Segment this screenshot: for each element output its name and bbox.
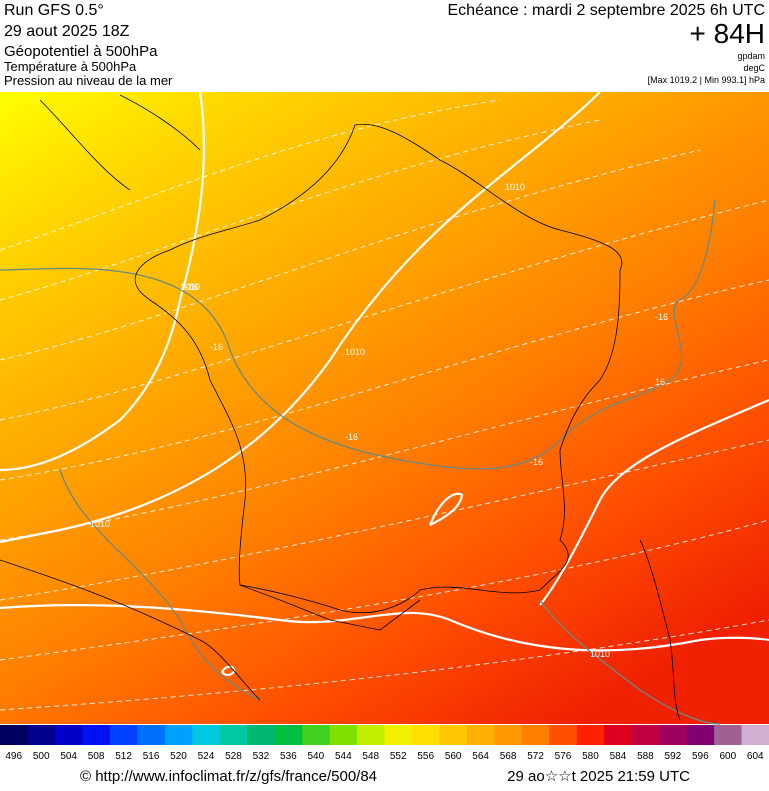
contour-label: -16 <box>210 342 223 352</box>
colorbar-cell <box>109 725 138 745</box>
colorbar-cell <box>576 725 605 745</box>
colorbar-label: 588 <box>637 751 654 762</box>
colorbar-label: 544 <box>335 751 352 762</box>
colorbar-cell <box>604 725 633 745</box>
colorbar-label: 576 <box>555 751 572 762</box>
unit: gpdam <box>737 51 765 61</box>
colorbar-cell <box>439 725 468 745</box>
colorbar-cell <box>659 725 688 745</box>
colorbar-label: 524 <box>198 751 215 762</box>
colorbar-cell <box>247 725 276 745</box>
colorbar-label: 604 <box>747 751 764 762</box>
colorbar-label: 540 <box>307 751 324 762</box>
colorbar-cell <box>192 725 221 745</box>
colorbar-label: 532 <box>253 751 270 762</box>
colorbar-label: 504 <box>60 751 77 762</box>
header-line: Run GFS 0.5° <box>4 2 104 19</box>
unit: degC <box>743 63 765 73</box>
isotherm-lines <box>0 199 721 725</box>
colorbar-label: 564 <box>472 751 489 762</box>
footer-date: 29 ao☆☆t 2025 21:59 UTC <box>507 768 690 785</box>
pressure-contours <box>0 91 769 677</box>
colorbar-label: 528 <box>225 751 242 762</box>
contour-label: -16 <box>345 432 358 442</box>
unit: [Max 1019.2 | Min 993.1] hPa <box>648 75 765 85</box>
colorbar-label: 508 <box>88 751 105 762</box>
colorbar-label: 520 <box>170 751 187 762</box>
colorbar-cell <box>741 725 769 745</box>
contour-label: 1010 <box>505 182 525 192</box>
colorbar-label: 596 <box>692 751 709 762</box>
colorbar-label: 516 <box>143 751 160 762</box>
map-background <box>0 92 769 724</box>
contour-label: 1010 <box>345 347 365 357</box>
colorbar-label: 512 <box>115 751 132 762</box>
colorbar-cell <box>27 725 56 745</box>
header-left: Run GFS 0.5° 29 aout 2025 18Z Géopotentiel… <box>4 2 173 88</box>
colorbar-cell <box>494 725 523 745</box>
colorbar-cell <box>466 725 495 745</box>
header-line: Température à 500hPa <box>4 59 137 74</box>
contour-label: 1010 <box>90 519 110 529</box>
colorbar-cell <box>0 725 28 745</box>
colorbar-cell <box>329 725 358 745</box>
colorbar: 496 500 504 508 512 516 520 524 528 532 536 540 544 5… <box>0 725 769 762</box>
colorbar-cell <box>302 725 331 745</box>
contour-label: 1010 <box>590 649 610 659</box>
colorbar-cell <box>164 725 193 745</box>
footer-url: © http://www.infoclimat.fr/z/gfs/france/… <box>80 768 377 785</box>
colorbar-cell <box>521 725 550 745</box>
colorbar-label: 584 <box>610 751 627 762</box>
header-line: 29 aout 2025 18Z <box>4 23 130 40</box>
contour-label: 16 <box>655 377 665 387</box>
borders <box>0 94 681 721</box>
lead-time: + 84H <box>690 18 766 49</box>
colorbar-label: 556 <box>417 751 434 762</box>
colorbar-cell <box>82 725 111 745</box>
colorbar-cell <box>631 725 660 745</box>
colorbar-cell <box>137 725 166 745</box>
forecast-title: Echéance : mardi 2 septembre 2025 6h UTC <box>448 2 766 19</box>
colorbar-label: 568 <box>500 751 517 762</box>
colorbar-label: 592 <box>665 751 682 762</box>
contour-label: -16 <box>185 282 198 292</box>
colorbar-cell <box>411 725 440 745</box>
colorbar-cell <box>357 725 385 745</box>
colorbar-label: 496 <box>5 751 22 762</box>
colorbar-label: 560 <box>445 751 462 762</box>
colorbar-label: 572 <box>527 751 544 762</box>
colorbar-label: 548 <box>362 751 379 762</box>
colorbar-cell <box>549 725 578 745</box>
colorbar-cell <box>219 725 248 745</box>
colorbar-label: 536 <box>280 751 297 762</box>
contour-label: -16 <box>655 312 668 322</box>
temperature-contours <box>0 99 769 711</box>
contour-label: -16 <box>530 457 543 467</box>
colorbar-label: 552 <box>390 751 407 762</box>
contour-label: 1010 <box>180 282 200 292</box>
colorbar-cell <box>714 725 743 745</box>
colorbar-label: 580 <box>582 751 599 762</box>
colorbar-cell <box>686 725 715 745</box>
header-line: Pression au niveau de la mer <box>4 73 173 88</box>
colorbar-cell <box>274 725 303 745</box>
colorbar-label: 500 <box>33 751 50 762</box>
colorbar-cell <box>54 725 83 745</box>
colorbar-label: 600 <box>719 751 736 762</box>
header-line: Géopotentiel à 500hPa <box>4 43 158 60</box>
colorbar-cell <box>384 725 413 745</box>
